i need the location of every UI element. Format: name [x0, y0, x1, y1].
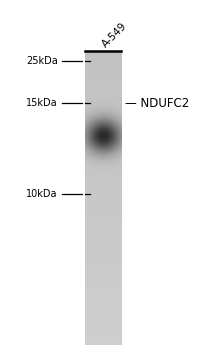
Text: 10kDa: 10kDa — [26, 189, 58, 199]
Text: — NDUFC2: — NDUFC2 — [125, 97, 190, 110]
Text: A-549: A-549 — [100, 20, 129, 49]
Text: 15kDa: 15kDa — [26, 98, 58, 108]
Text: 25kDa: 25kDa — [26, 56, 58, 66]
